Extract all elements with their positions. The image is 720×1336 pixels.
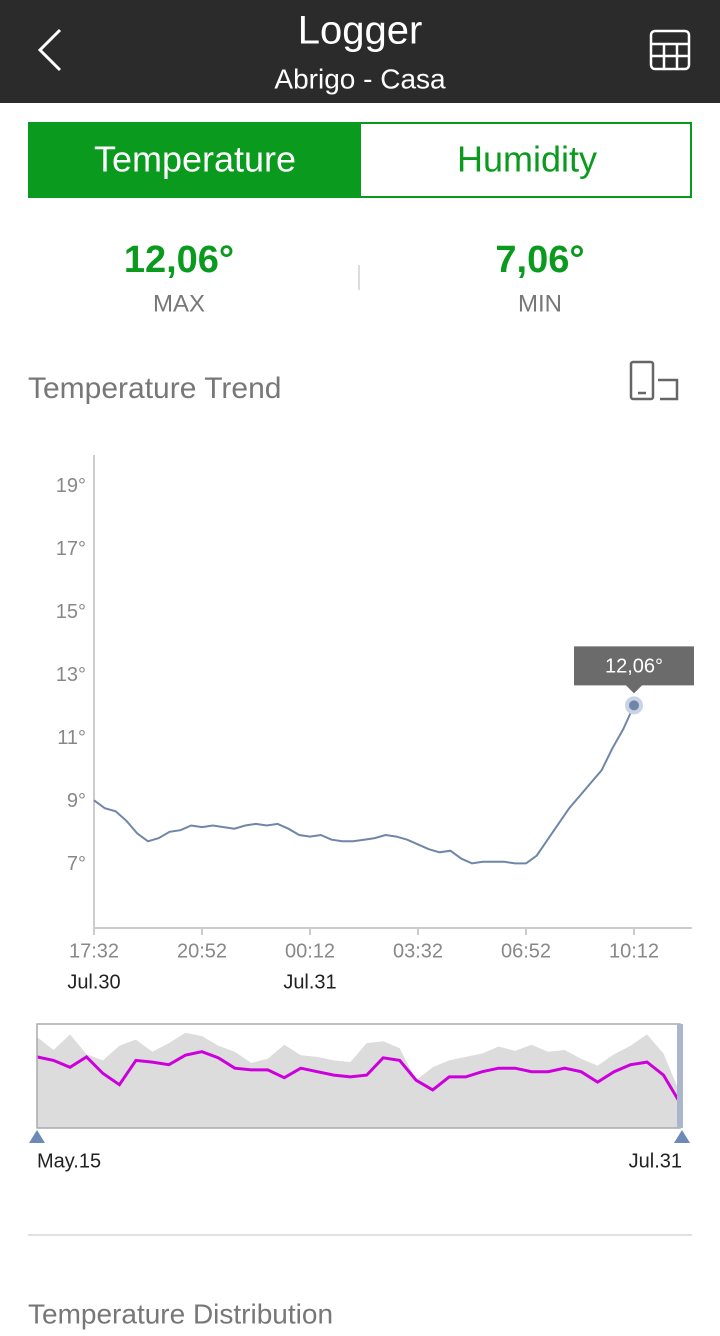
page-subtitle: Abrigo - Casa — [274, 63, 446, 94]
rotate-button[interactable] — [629, 360, 679, 401]
x-tick-label: Jul.31 — [629, 1150, 682, 1172]
y-tick-label: 17° — [56, 538, 86, 560]
x-tick-label: 20:52 — [177, 940, 227, 962]
range-handle[interactable] — [677, 1024, 683, 1128]
tooltip — [574, 646, 694, 694]
y-tick-label: 7° — [67, 853, 86, 875]
x-tick-label: May.15 — [37, 1150, 101, 1172]
date-label: Jul.30 — [67, 971, 120, 993]
date-label: Jul.31 — [283, 971, 336, 993]
y-tick-label: 15° — [56, 601, 86, 623]
app-bar — [0, 0, 720, 103]
navigator-area — [37, 1032, 680, 1128]
tab-label[interactable]: Temperature — [94, 139, 296, 180]
stat-value: 7,06° — [495, 239, 584, 281]
section-title: Temperature Distribution — [28, 1298, 333, 1329]
table-button[interactable] — [649, 29, 691, 71]
range-marker[interactable] — [29, 1130, 45, 1143]
y-tick-label: 11° — [57, 727, 86, 749]
x-tick-label: 06:52 — [501, 940, 551, 962]
back-button[interactable] — [37, 28, 62, 72]
trend-line — [93, 704, 635, 865]
range-marker[interactable] — [674, 1130, 690, 1143]
x-tick-label: 03:32 — [393, 940, 443, 962]
tooltip-text: 12,06° — [605, 656, 663, 678]
tab-label[interactable]: Humidity — [457, 139, 597, 180]
page-title: Logger — [298, 9, 423, 53]
navigator-line — [36, 1050, 682, 1104]
x-tick-label: 10:12 — [609, 940, 659, 962]
x-tick-label: 17:32 — [69, 940, 119, 962]
stat-value: 12,06° — [124, 239, 234, 281]
y-tick-label: 9° — [67, 790, 86, 812]
data-point — [629, 700, 639, 711]
x-tick-label: 00:12 — [285, 940, 335, 962]
y-tick-label: 13° — [56, 664, 86, 686]
stat-label: MIN — [518, 290, 562, 317]
section-title: Temperature Trend — [28, 372, 281, 405]
tab-active[interactable] — [28, 122, 361, 198]
y-tick-label: 19° — [56, 475, 86, 497]
stat-label: MAX — [153, 290, 205, 317]
